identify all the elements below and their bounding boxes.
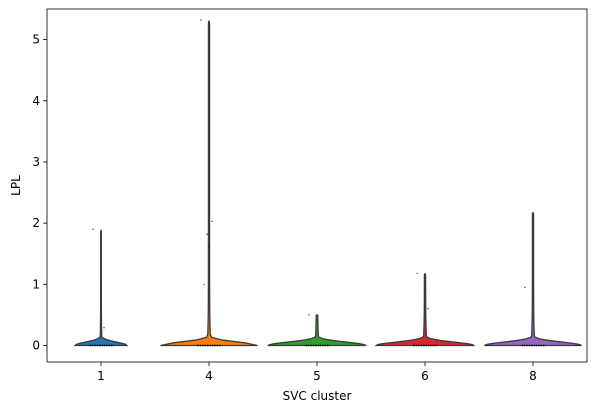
zero-point <box>432 344 435 347</box>
violins-layer <box>73 20 582 347</box>
outlier-point <box>200 19 202 21</box>
zero-point <box>312 344 315 347</box>
zero-point <box>423 344 425 347</box>
x-axis: 1 4 5 6 8 <box>97 362 537 383</box>
zero-point <box>430 344 432 347</box>
y-tick-label: 3 <box>32 155 40 169</box>
zero-point <box>108 344 111 347</box>
zero-point <box>202 344 204 347</box>
zero-point <box>214 344 216 347</box>
y-tick-label: 4 <box>32 94 40 108</box>
zero-point <box>535 344 538 347</box>
outlier-point <box>308 314 310 316</box>
zero-point <box>324 344 327 347</box>
zero-point <box>538 344 540 347</box>
points-layer <box>89 19 545 347</box>
outlier-point <box>524 286 526 288</box>
zero-point <box>101 344 103 347</box>
x-axis-label: SVC cluster <box>283 389 352 403</box>
zero-point <box>305 344 308 347</box>
zero-point <box>425 344 428 347</box>
outlier-point <box>211 220 213 222</box>
outlier-point <box>103 327 105 329</box>
zero-point <box>310 344 312 347</box>
zero-point <box>528 344 531 347</box>
x-tick-label: 4 <box>205 369 213 383</box>
outlier-point <box>427 308 429 310</box>
zero-point <box>89 344 91 347</box>
zero-point <box>418 344 420 347</box>
zero-point <box>91 344 94 347</box>
zero-point <box>197 344 199 347</box>
violin-8 <box>484 212 582 347</box>
zero-point <box>216 344 219 347</box>
y-tick-label: 5 <box>32 33 40 47</box>
zero-point <box>427 344 430 347</box>
zero-point <box>543 344 545 347</box>
outlier-point <box>206 233 208 235</box>
zero-point <box>531 344 533 347</box>
violin-1 <box>73 229 129 347</box>
y-axis: 0 1 2 3 4 5 <box>32 33 47 352</box>
zero-point <box>317 344 320 347</box>
x-tick-label: 5 <box>313 369 321 383</box>
zero-point <box>533 344 535 347</box>
zero-point <box>99 344 101 347</box>
y-tick-label: 1 <box>32 277 40 291</box>
zero-point <box>211 344 214 347</box>
zero-point <box>420 344 423 347</box>
zero-point <box>435 344 437 347</box>
zero-point <box>219 344 221 347</box>
zero-point <box>199 344 202 347</box>
zero-point <box>319 344 322 347</box>
zero-point <box>415 344 418 347</box>
violin-4 <box>160 20 258 347</box>
zero-point <box>106 344 108 347</box>
y-axis-label: LPL <box>9 175 23 196</box>
y-tick-label: 2 <box>32 216 40 230</box>
zero-point <box>204 344 207 347</box>
outlier-point <box>92 228 94 230</box>
zero-point <box>207 344 209 347</box>
zero-point <box>96 344 99 347</box>
zero-point <box>523 344 526 347</box>
zero-point <box>111 344 113 347</box>
x-tick-label: 8 <box>529 369 537 383</box>
y-tick-label: 0 <box>32 338 40 352</box>
zero-point <box>322 344 324 347</box>
outlier-point <box>203 283 205 285</box>
zero-point <box>103 344 106 347</box>
zero-point <box>94 344 96 347</box>
violin-6 <box>374 273 476 347</box>
zero-point <box>315 344 317 347</box>
plot-frame <box>46 8 588 363</box>
outlier-point <box>416 272 418 274</box>
violin-5 <box>267 314 367 347</box>
zero-point <box>327 344 329 347</box>
zero-point <box>521 344 523 347</box>
x-tick-label: 6 <box>421 369 429 383</box>
zero-point <box>413 344 416 347</box>
zero-point <box>307 344 310 347</box>
zero-point <box>540 344 543 347</box>
zero-point <box>209 344 211 347</box>
x-tick-label: 1 <box>97 369 105 383</box>
outlier-point <box>208 245 210 247</box>
zero-point <box>526 344 528 347</box>
